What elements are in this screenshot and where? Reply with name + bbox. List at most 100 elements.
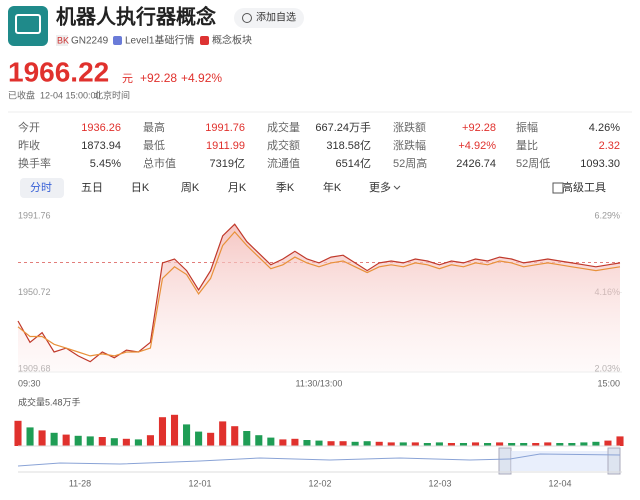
volume-bar — [387, 442, 395, 446]
stat-label: 今开 — [18, 120, 40, 134]
stat-value: 1991.76 — [205, 122, 245, 134]
stat-label: 换手率 — [18, 156, 51, 170]
nav-date: 12-01 — [188, 478, 211, 488]
volume-bar — [110, 438, 118, 446]
volume-bar — [532, 443, 540, 446]
nav-date: 12-02 — [308, 478, 331, 488]
volume-bar — [459, 443, 468, 446]
stat-value: 2426.74 — [456, 158, 496, 170]
price-unit: 元 — [122, 73, 133, 85]
volume-bar — [604, 440, 612, 446]
volume-bar — [447, 443, 455, 446]
x-tick-label: 15:00 — [597, 378, 620, 388]
status: 已收盘 — [8, 89, 35, 100]
stock-icon — [8, 6, 48, 46]
volume-bar — [267, 437, 275, 446]
stat-value: 1093.30 — [580, 158, 620, 170]
tab[interactable]: 季K — [276, 181, 295, 194]
volume-bar — [243, 431, 251, 446]
volume-bar — [50, 432, 58, 446]
stat-value: 318.58亿 — [326, 139, 371, 152]
stat-label: 涨跌幅 — [393, 138, 426, 152]
y-tick-label: 1991.76 — [18, 210, 51, 220]
y2-tick-label: 6.29% — [594, 210, 620, 220]
tab[interactable]: 五日 — [81, 182, 103, 194]
stat-label: 成交额 — [267, 138, 300, 152]
stat-value: 1873.94 — [81, 140, 121, 152]
volume-bar — [616, 436, 624, 446]
tab[interactable]: 分时 — [30, 181, 52, 194]
tab[interactable]: 周K — [181, 181, 200, 194]
stat-label: 昨收 — [18, 138, 40, 152]
volume-bar — [219, 421, 227, 446]
volume-bar — [508, 443, 516, 446]
tab[interactable]: 更多 — [369, 180, 391, 194]
volume-bar — [122, 438, 130, 446]
volume-bar — [592, 441, 600, 446]
nav-handle[interactable] — [607, 447, 621, 475]
nav-date: 11-28 — [69, 478, 91, 488]
volume-bar — [62, 434, 70, 446]
nav-selection[interactable] — [511, 451, 611, 471]
stat-label: 振幅 — [516, 120, 538, 134]
timezone: 北京时间 — [94, 89, 130, 100]
volume-bar — [98, 437, 106, 446]
title: 机器人执行器概念 — [56, 4, 216, 28]
volume-bar — [14, 420, 22, 446]
volume-bar — [170, 414, 179, 446]
volume-bar — [423, 443, 431, 446]
stat-label: 量比 — [516, 139, 538, 152]
volume-bar — [134, 439, 142, 446]
volume-bar — [520, 443, 528, 446]
add-icon — [242, 13, 252, 23]
tab[interactable]: 日K — [131, 182, 150, 194]
stat-value: +4.92% — [458, 140, 496, 152]
volume-bar — [411, 442, 419, 446]
stat-label: 涨跌额 — [393, 120, 426, 134]
nav-line — [17, 453, 621, 467]
volume-bar — [231, 426, 239, 446]
tools[interactable]: 高级工具 — [562, 180, 606, 194]
tag-icon — [200, 36, 209, 45]
stat-value: 1911.99 — [206, 140, 245, 152]
volume-bar — [255, 435, 263, 446]
tools-icon — [552, 182, 564, 194]
volume-bar — [471, 442, 480, 446]
volume-bar — [38, 430, 46, 446]
stat-value: 1936.26 — [81, 122, 121, 134]
volume-bar — [291, 438, 299, 446]
tag: 概念板块 — [212, 34, 252, 47]
tag-icon — [113, 36, 122, 45]
tab[interactable]: 月K — [228, 182, 247, 194]
volume-bar — [327, 441, 335, 446]
stat-label: 最低 — [143, 139, 165, 152]
nav-date: 12-04 — [548, 478, 571, 488]
tab-active-bg — [20, 178, 64, 198]
add-button[interactable] — [234, 8, 304, 28]
time: 12-04 15:00:00 — [40, 90, 101, 100]
tag: Level1基础行情 — [125, 34, 194, 47]
add-button-text[interactable]: 添加自选 — [256, 11, 296, 24]
tag: BK — [57, 35, 69, 45]
price-line — [17, 223, 621, 363]
stat-label: 流通值 — [267, 156, 300, 170]
volume-bar — [74, 435, 82, 446]
stat-value: +92.28 — [462, 122, 496, 134]
volume-bar — [86, 436, 94, 446]
icon-glyph — [15, 14, 41, 34]
volume-bar — [375, 441, 383, 446]
stat-value: 2.32 — [599, 140, 620, 152]
x-tick-label: 09:30 — [18, 378, 41, 388]
volume-bar — [195, 431, 203, 446]
stat-value: 5.45% — [90, 158, 121, 170]
volume-bar — [279, 439, 287, 446]
volume-bar — [207, 432, 215, 446]
tag: GN2249 — [71, 36, 109, 47]
volume-bar — [544, 442, 552, 446]
price: 1966.22 — [8, 56, 109, 87]
tab[interactable]: 年K — [323, 180, 342, 194]
stat-value: 6514亿 — [336, 157, 371, 170]
nav-handle[interactable] — [498, 447, 512, 475]
volume-bar — [496, 442, 504, 446]
